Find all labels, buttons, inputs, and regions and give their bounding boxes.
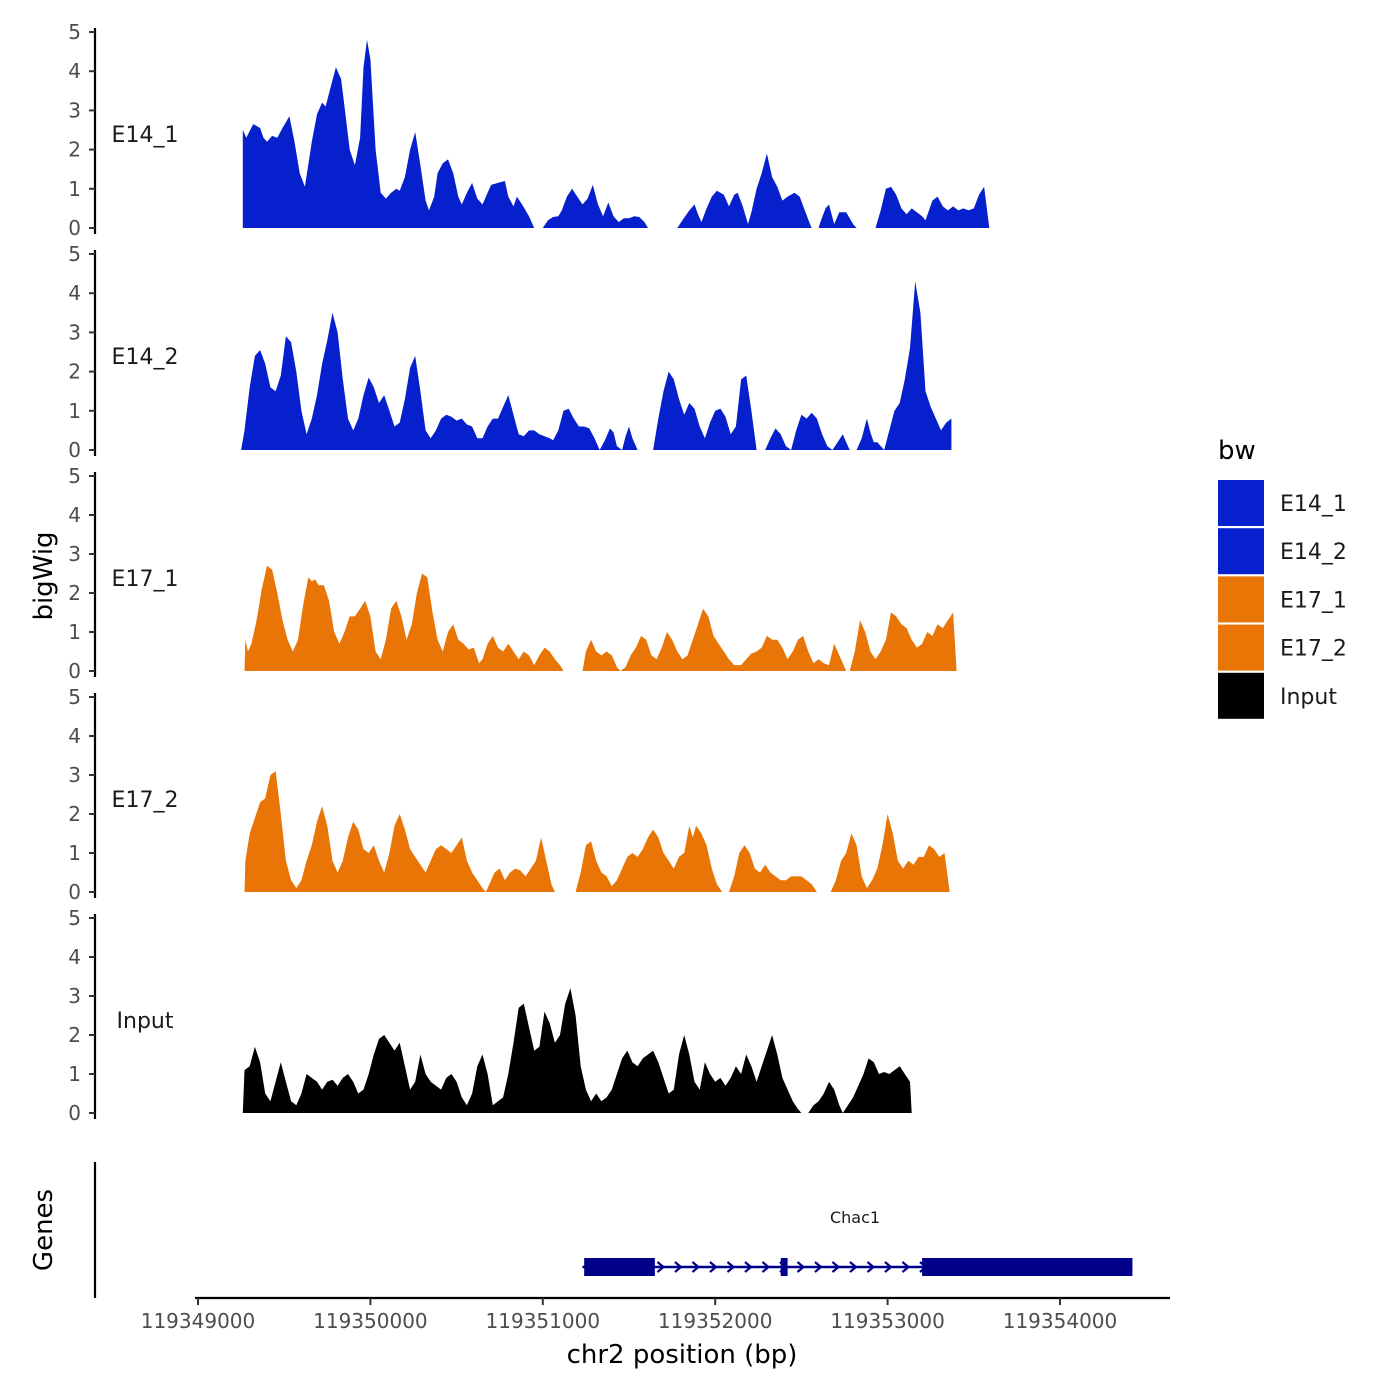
track-e14-1: 0 1 2 3 4 5 E14_1 bbox=[68, 20, 990, 240]
y-axis-title: bigWig bbox=[29, 531, 59, 620]
y-tick-label: 2 bbox=[68, 581, 81, 605]
y-tick-label: 5 bbox=[68, 685, 81, 709]
y-tick-label: 0 bbox=[68, 216, 81, 240]
strand-arrow bbox=[691, 1261, 701, 1273]
legend-swatch bbox=[1218, 528, 1264, 575]
legend-swatch bbox=[1218, 576, 1264, 623]
y-tick-label: 4 bbox=[68, 724, 81, 748]
legend-item-e17-2: E17_2 bbox=[1218, 624, 1347, 671]
y-tick-label: 1 bbox=[68, 841, 81, 865]
strand-arrow bbox=[901, 1261, 911, 1273]
gene-name-label: Chac1 bbox=[830, 1208, 880, 1227]
y-tick-label: 1 bbox=[68, 1062, 81, 1086]
x-tick-label: 119353000 bbox=[830, 1309, 945, 1333]
y-tick-label: 4 bbox=[68, 281, 81, 305]
y-tick-label: 5 bbox=[68, 464, 81, 488]
legend-label: E14_2 bbox=[1280, 540, 1347, 565]
y-tick-label: 0 bbox=[68, 880, 81, 904]
y-tick-label: 2 bbox=[68, 802, 81, 826]
y-tick-label: 0 bbox=[68, 659, 81, 683]
track-e17-1: 0 1 2 3 4 5 E17_1 bbox=[68, 464, 957, 683]
strand-arrow bbox=[744, 1261, 753, 1273]
gene-exon bbox=[780, 1258, 788, 1276]
y-tick-label: 5 bbox=[68, 20, 81, 44]
y-tick-label: 3 bbox=[68, 98, 81, 122]
coverage-area-e14-1 bbox=[242, 39, 990, 228]
track-label: Input bbox=[117, 1009, 174, 1034]
y-tick-label: 1 bbox=[68, 620, 81, 644]
legend-item-e17-1: E17_1 bbox=[1218, 576, 1347, 623]
track-label: E14_2 bbox=[112, 345, 179, 370]
y-tick-label: 1 bbox=[68, 177, 81, 201]
legend-swatch bbox=[1218, 672, 1264, 719]
strand-arrow bbox=[796, 1261, 806, 1273]
genes-axis-title: Genes bbox=[29, 1189, 59, 1271]
track-e17-2: 0 1 2 3 4 5 E17_2 bbox=[68, 685, 950, 904]
y-tick-label: 4 bbox=[68, 945, 81, 969]
gene-track: Chac1 bbox=[93, 1162, 1133, 1298]
coverage-area-e14-2 bbox=[241, 281, 952, 450]
y-tick-label: 4 bbox=[68, 59, 81, 83]
track-label: E17_2 bbox=[112, 788, 179, 813]
x-axis-title: chr2 position (bp) bbox=[567, 1340, 798, 1370]
y-tick-label: 2 bbox=[68, 138, 81, 162]
x-tick-label: 119354000 bbox=[1003, 1309, 1118, 1333]
y-tick-label: 3 bbox=[68, 984, 81, 1008]
legend: bw E14_1 E14_2 E17_1 E17_2 Input bbox=[1218, 436, 1347, 719]
y-tick-label: 5 bbox=[68, 906, 81, 930]
strand-arrow bbox=[656, 1261, 666, 1273]
strand-arrow bbox=[884, 1261, 893, 1273]
x-tick-label: 119350000 bbox=[313, 1309, 428, 1333]
y-tick-label: 0 bbox=[68, 438, 81, 462]
legend-swatch bbox=[1218, 480, 1264, 526]
strand-arrow bbox=[726, 1261, 736, 1273]
gene-exon bbox=[584, 1258, 655, 1276]
y-tick-label: 0 bbox=[68, 1101, 81, 1125]
legend-swatch bbox=[1218, 624, 1264, 671]
legend-title: bw bbox=[1218, 436, 1256, 466]
track-label: E17_1 bbox=[112, 567, 179, 592]
strand-arrow bbox=[674, 1261, 683, 1273]
y-tick-label: 5 bbox=[68, 242, 81, 266]
coverage-area-e17-2 bbox=[244, 771, 950, 892]
y-tick-label: 3 bbox=[68, 763, 81, 787]
legend-item-input: Input bbox=[1218, 672, 1337, 719]
track-label: E14_1 bbox=[112, 123, 179, 148]
gene-exon bbox=[922, 1258, 1133, 1276]
y-tick-label: 4 bbox=[68, 503, 81, 527]
coverage-area-e17-1 bbox=[244, 565, 957, 671]
legend-label: Input bbox=[1280, 685, 1337, 710]
strand-arrow bbox=[866, 1261, 876, 1273]
y-tick-label: 1 bbox=[68, 399, 81, 423]
strand-arrow bbox=[814, 1261, 823, 1273]
track-input: 0 1 2 3 4 5 Input bbox=[68, 906, 912, 1125]
x-axis: 119349000 119350000 119351000 119352000 1193… bbox=[141, 1296, 1170, 1333]
strand-arrow bbox=[761, 1261, 771, 1273]
legend-item-e14-2: E14_2 bbox=[1218, 528, 1347, 575]
y-tick-label: 3 bbox=[68, 320, 81, 344]
legend-label: E14_1 bbox=[1280, 492, 1347, 517]
y-tick-label: 2 bbox=[68, 1023, 81, 1047]
legend-label: E17_2 bbox=[1280, 637, 1347, 662]
track-e14-2: 0 1 2 3 4 5 E14_2 bbox=[68, 242, 952, 462]
strand-arrow bbox=[709, 1261, 718, 1273]
coverage-area-input bbox=[242, 988, 912, 1113]
x-tick-label: 119351000 bbox=[486, 1309, 601, 1333]
strand-arrow bbox=[831, 1261, 841, 1273]
x-tick-label: 119352000 bbox=[658, 1309, 773, 1333]
y-tick-label: 3 bbox=[68, 542, 81, 566]
legend-label: E17_1 bbox=[1280, 588, 1347, 613]
x-tick-label: 119349000 bbox=[141, 1309, 256, 1333]
legend-item-e14-1: E14_1 bbox=[1218, 480, 1347, 526]
y-tick-label: 2 bbox=[68, 360, 81, 384]
strand-arrow bbox=[849, 1261, 858, 1273]
tracks-layer: 0 1 2 3 4 5 E14_1 0 1 2 3 4 5 E14_2 0 1 2 3 4 5 E17_1 0 1 2 3 4 5 E… bbox=[68, 20, 990, 1125]
